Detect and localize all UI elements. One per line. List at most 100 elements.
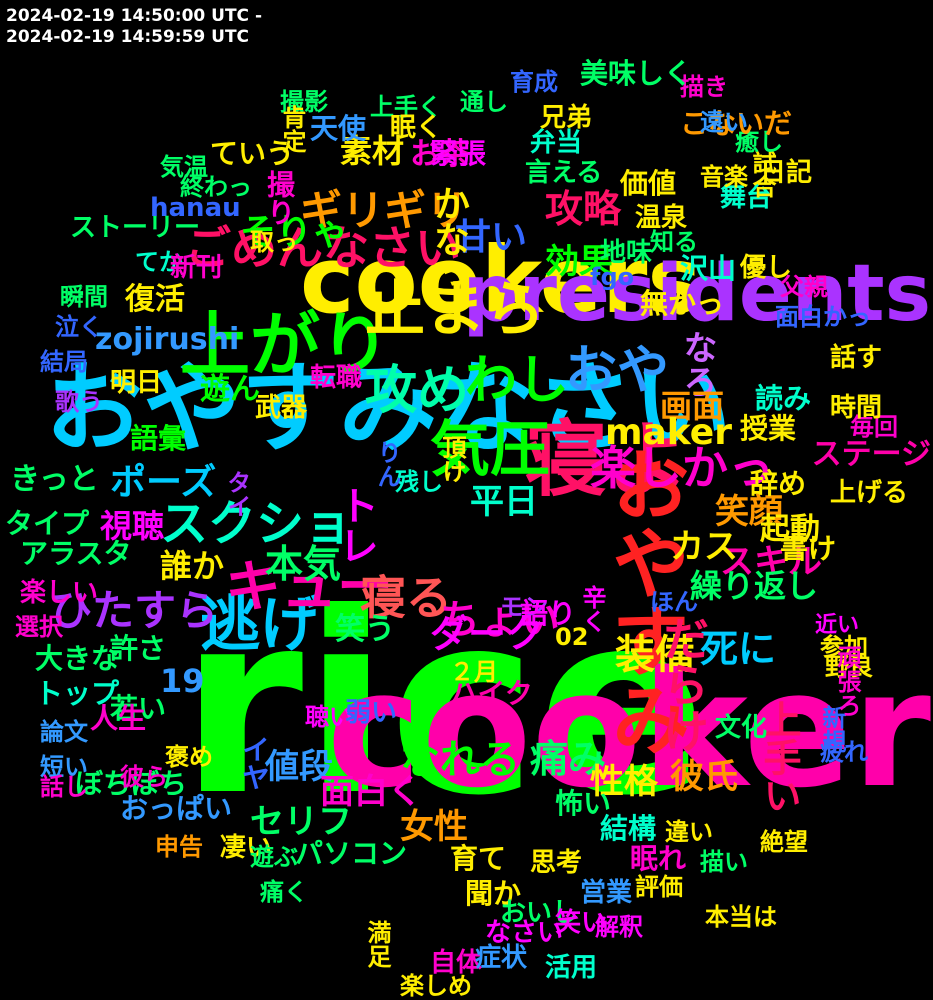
cloud-word-129-jp: 兄弟 — [540, 103, 593, 133]
cloud-word-28-jp: 画面 — [660, 387, 725, 425]
cloud-word-96-jp: 文化 — [715, 713, 768, 743]
cloud-word-47-jp: 起動 — [760, 512, 820, 547]
time-range-end: 2024-02-19 14:59:59 UTC — [6, 27, 250, 47]
cloud-word-31-jp: 死に — [700, 627, 777, 671]
cloud-word-109-jp: 時間 — [830, 393, 883, 423]
cloud-word-73-jp: 眠れ — [630, 842, 687, 875]
cloud-word-75-jp: 聞か — [465, 877, 522, 910]
cloud-word-44-jp: 笑顔 — [715, 492, 783, 532]
cloud-word-136-jp: 撮影 — [280, 88, 328, 116]
cloud-word-94-jp: 疲れ — [820, 738, 868, 766]
cloud-word-17-jp: スクショ — [160, 496, 353, 552]
cloud-word-13-jp: 攻め — [365, 361, 470, 421]
cloud-word-53-jp: そりゃ — [240, 212, 349, 253]
cloud-word-65-jp: ぼちぼち — [75, 767, 188, 800]
cloud-word-153-jp: 結局 — [40, 348, 88, 376]
cloud-word-43-jp: セリフ — [250, 802, 352, 842]
cloud-word-21-jp: トレ — [332, 485, 378, 565]
cloud-word-34-jp: だらけ — [656, 615, 710, 753]
cloud-word-3-cookers: cookers — [300, 227, 703, 334]
cloud-word-160-jp: タイ — [223, 470, 251, 518]
cloud-word-0-rice: rice — [180, 559, 707, 850]
cloud-word-97-jp: 野良 — [825, 653, 873, 681]
time-range-start: 2024-02-19 14:50:00 UTC - — [6, 6, 262, 26]
cloud-word-85-jp: 痛く — [260, 878, 308, 906]
cloud-word-178-jp: 彼ら — [120, 763, 168, 791]
cloud-word-121-jp: 舞台 — [720, 183, 773, 213]
cloud-word-14-jp: わし — [465, 351, 570, 411]
cloud-word-58-jp: 語彙 — [130, 422, 187, 455]
cloud-word-142-jp: 気温 — [160, 153, 208, 181]
cloud-word-87-jp: 申告 — [155, 833, 203, 861]
cloud-word-105-jp: ステージ — [811, 437, 931, 472]
cloud-word-167-jp: 笑う — [335, 612, 395, 647]
cloud-word-20-jp: 本気 — [265, 542, 342, 586]
cloud-word-8-jp: 止まら — [365, 275, 545, 345]
cloud-word-130-jp: 遠い — [700, 108, 748, 136]
cloud-word-41-jp: 面白く — [320, 772, 422, 812]
cloud-word-72-jp: 結構 — [600, 812, 657, 845]
cloud-word-66-jp: おっぱい — [120, 792, 233, 825]
cloud-word-37-jp: 上手い — [757, 700, 801, 814]
cloud-word-78-jp: 営業 — [580, 878, 633, 908]
cloud-word-36-jp: なれる — [400, 737, 520, 783]
cloud-word-173-jp: トップ — [35, 677, 120, 710]
cloud-word-88-jp: 解釈 — [595, 913, 643, 941]
cloud-word-32-jp: 装備 — [615, 632, 695, 678]
cloud-word-143-jp: 終わっ — [180, 173, 252, 201]
cloud-word-102-jp: 辛く — [578, 585, 606, 633]
cloud-word-46-jp: カス — [670, 527, 738, 567]
cloud-word-51-jp: ポーズ — [110, 462, 217, 503]
cloud-word-148-jp: ストーリー — [70, 213, 201, 243]
cloud-word-18-jp: 寝る — [360, 571, 452, 625]
cloud-word-141-jp: ていう — [210, 137, 295, 170]
cloud-word-177-jp: 褒め — [165, 743, 213, 771]
cloud-word-22-jp: ギリギリ — [300, 186, 469, 235]
cloud-word-144-jp: 撮り — [263, 170, 296, 226]
cloud-word-48-jp: 平日 — [470, 482, 538, 522]
cloud-word-158-jp: 残し — [395, 468, 443, 496]
cloud-word-12-jp: ごめんなさい — [185, 221, 461, 275]
cloud-word-108-jp: 毎回 — [850, 413, 898, 441]
cloud-word-119-jp: 温泉 — [635, 203, 688, 233]
cloud-word-180-jp: 弱い — [345, 698, 398, 728]
cloud-word-2-jp: おやすみなさい — [45, 352, 732, 466]
cloud-word-176-jp: 話し — [40, 773, 88, 801]
cloud-word-135-jp: 上手く — [370, 93, 442, 121]
cloud-word-33-jp: ダーク — [430, 612, 545, 656]
cloud-word-168-jp: ほん — [650, 588, 698, 616]
cloud-word-112-jp: 面白かっ — [775, 303, 871, 331]
cloud-word-25-jp: 甘い — [455, 217, 528, 258]
cloud-word-134-jp: 通し — [460, 88, 508, 116]
cloud-word-81-jp: 症状 — [475, 943, 528, 973]
cloud-word-174-jp: 論文 — [40, 718, 88, 746]
cloud-word-56-zojirushi: zojirushi — [95, 322, 240, 357]
cloud-word-91-jp: 描い — [700, 848, 748, 876]
cloud-word-35-jp: 痛み — [530, 737, 607, 781]
cloud-word-175-jp: 短い — [40, 753, 88, 781]
cloud-word-23-jp: 攻略 — [545, 187, 622, 231]
cloud-word-100-jp: 近い — [815, 613, 860, 638]
cloud-word-86-jp: 遊ぶ — [250, 843, 298, 871]
cloud-word-115-jp: 沢山 — [680, 252, 737, 285]
cloud-word-111-jp: 話す — [830, 343, 883, 373]
cloud-word-163-jp: モン — [500, 593, 548, 621]
cloud-word-170-jp: ２月 — [450, 658, 498, 686]
cloud-word-16-jp: 楽しかっ — [590, 441, 774, 495]
cloud-word-83-jp: 楽しめ — [400, 972, 472, 1000]
cloud-word-60-jp: 明日 — [110, 368, 163, 398]
cloud-word-7-jp: 上がり — [180, 304, 390, 386]
cloud-word-145-jp: 取っ — [250, 228, 298, 256]
cloud-word-29-maker: maker — [605, 412, 732, 453]
cloud-word-164-02: 02 — [555, 623, 589, 651]
cloud-word-98-jp: 参加 — [820, 633, 868, 661]
cloud-word-82-jp: 活用 — [545, 953, 598, 983]
cloud-word-76-jp: おいし — [500, 898, 579, 928]
cloud-word-133-jp: 育成 — [510, 68, 558, 96]
cloud-word-165-jp: 楽しい — [20, 578, 99, 608]
cloud-word-19-jp: ひたすら — [50, 586, 219, 635]
cloud-word-95-jp: 新規 — [818, 705, 846, 753]
cloud-word-38-jp: 性格 — [590, 762, 658, 802]
cloud-word-146-hanau: hanau — [150, 193, 241, 223]
